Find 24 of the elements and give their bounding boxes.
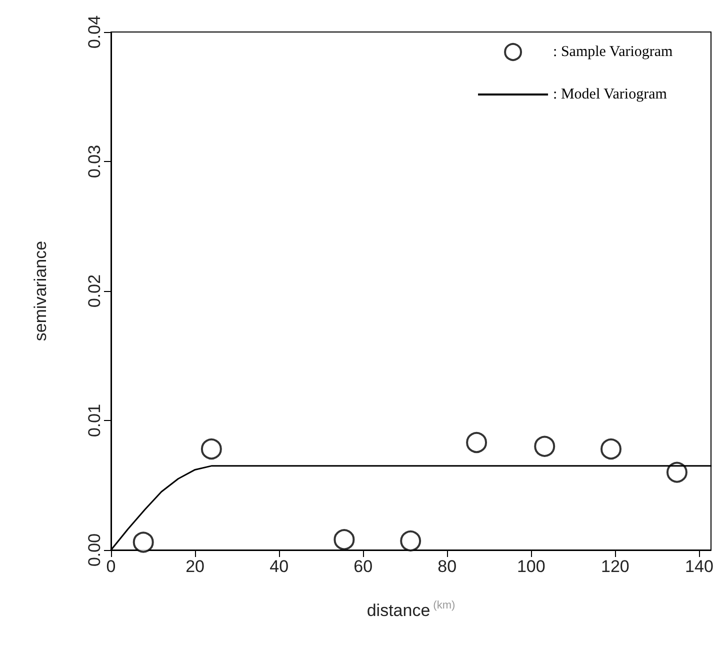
point [132,532,154,553]
point [400,530,422,552]
point [600,438,622,460]
x-tick-label: 100 [516,557,546,576]
point [334,529,355,550]
legend-label: : Sample Variogram [553,44,674,60]
y-axis-title: semivariance [31,240,50,342]
x-tick-label: 20 [186,557,204,576]
point [200,438,222,460]
x-tick-label: 40 [270,557,289,576]
legend-label: : Model Variogram [553,86,668,102]
x-tick-label: 140 [685,557,714,576]
y-tick-label: 0.04 [85,15,104,49]
point [466,432,488,454]
x-tick-label: 120 [601,557,630,576]
y-tick-label: 0.03 [85,144,104,178]
y-tick-label: 0.02 [85,274,104,308]
point [534,436,556,457]
point [666,462,688,483]
x-tick-label: 0 [106,557,116,576]
x-tick-label: 60 [354,557,373,576]
x-tick-label: 80 [438,557,457,576]
y-tick-label: 0.00 [85,533,104,567]
y-tick-label: 0.01 [85,404,104,438]
